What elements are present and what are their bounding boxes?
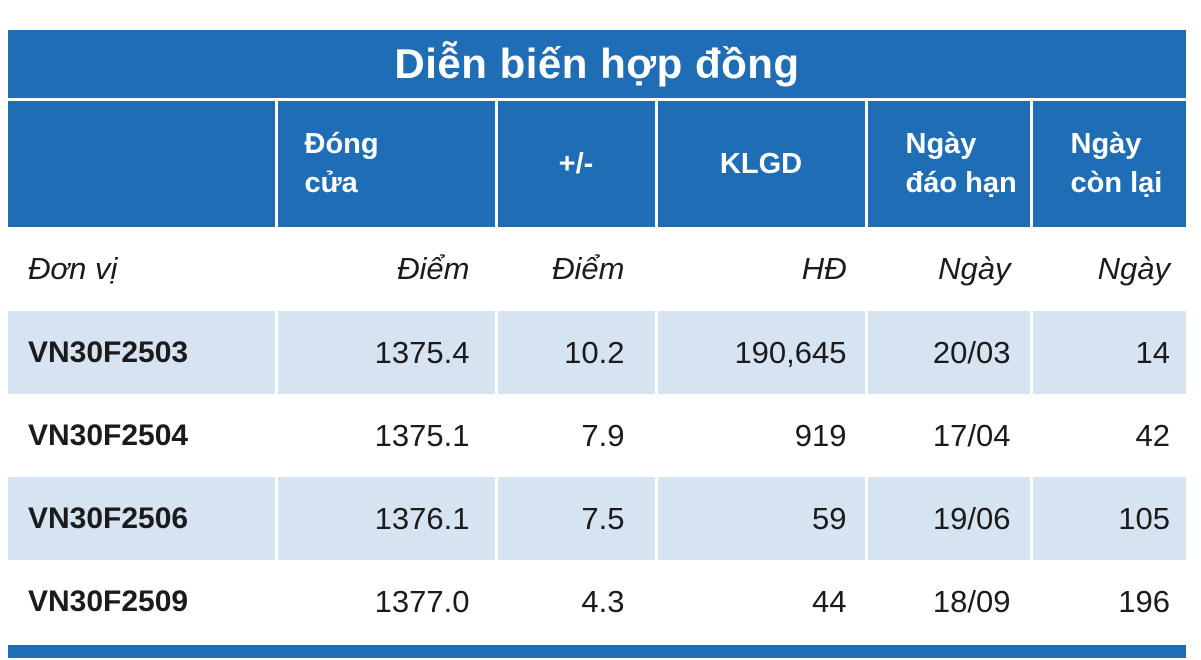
cell-close: 1375.4 xyxy=(276,311,498,394)
bottom-accent-bar xyxy=(8,645,1186,658)
cell-close: 1375.1 xyxy=(276,394,498,477)
cell-contract: VN30F2506 xyxy=(8,477,278,560)
contracts-table-panel: Diễn biến hợp đồng Đóng cửa +/- KLGD Ngà… xyxy=(8,30,1186,658)
cell-remaining: 42 xyxy=(1031,394,1186,477)
cell-close: 1377.0 xyxy=(276,560,498,643)
cell-volume: 919 xyxy=(656,394,868,477)
cell-expiry: 20/03 xyxy=(866,311,1033,394)
cell-volume: 59 xyxy=(656,477,868,560)
col-header-volume: KLGD xyxy=(656,101,868,227)
table-title: Diễn biến hợp đồng xyxy=(8,30,1186,98)
col-header-close-label: Đóng cửa xyxy=(304,128,379,199)
cell-close: 1376.1 xyxy=(276,477,498,560)
col-header-close: Đóng cửa xyxy=(276,101,498,227)
cell-expiry: 18/09 xyxy=(866,560,1033,643)
col-header-contract xyxy=(8,101,278,227)
unit-close: Điểm xyxy=(276,227,498,311)
unit-remaining: Ngày xyxy=(1031,227,1186,311)
cell-contract: VN30F2504 xyxy=(8,394,278,477)
cell-volume: 44 xyxy=(656,560,868,643)
col-header-expiry: Ngày đáo hạn xyxy=(866,101,1033,227)
cell-contract: VN30F2509 xyxy=(8,560,278,643)
unit-contract: Đơn vị xyxy=(8,227,278,311)
cell-contract: VN30F2503 xyxy=(8,311,278,394)
cell-expiry: 17/04 xyxy=(866,394,1033,477)
cell-change: 10.2 xyxy=(496,311,658,394)
col-header-remaining: Ngày còn lại xyxy=(1031,101,1186,227)
cell-remaining: 196 xyxy=(1031,560,1186,643)
cell-change: 4.3 xyxy=(496,560,658,643)
unit-change: Điểm xyxy=(496,227,658,311)
unit-expiry: Ngày xyxy=(866,227,1033,311)
table-row: VN30F2503 1375.4 10.2 190,645 20/03 14 xyxy=(8,311,1186,394)
cell-expiry: 19/06 xyxy=(866,477,1033,560)
cell-change: 7.9 xyxy=(496,394,658,477)
cell-remaining: 105 xyxy=(1031,477,1186,560)
table-row: VN30F2509 1377.0 4.3 44 18/09 196 xyxy=(8,560,1186,643)
cell-change: 7.5 xyxy=(496,477,658,560)
unit-volume: HĐ xyxy=(656,227,868,311)
table-row: VN30F2504 1375.1 7.9 919 17/04 42 xyxy=(8,394,1186,477)
units-row: Đơn vị Điểm Điểm HĐ Ngày Ngày xyxy=(8,227,1186,311)
contracts-table: Đóng cửa +/- KLGD Ngày đáo hạn Ngày còn … xyxy=(8,101,1186,643)
table-row: VN30F2506 1376.1 7.5 59 19/06 105 xyxy=(8,477,1186,560)
cell-volume: 190,645 xyxy=(656,311,868,394)
cell-remaining: 14 xyxy=(1031,311,1186,394)
header-row: Đóng cửa +/- KLGD Ngày đáo hạn Ngày còn … xyxy=(8,101,1186,227)
col-header-change: +/- xyxy=(496,101,658,227)
